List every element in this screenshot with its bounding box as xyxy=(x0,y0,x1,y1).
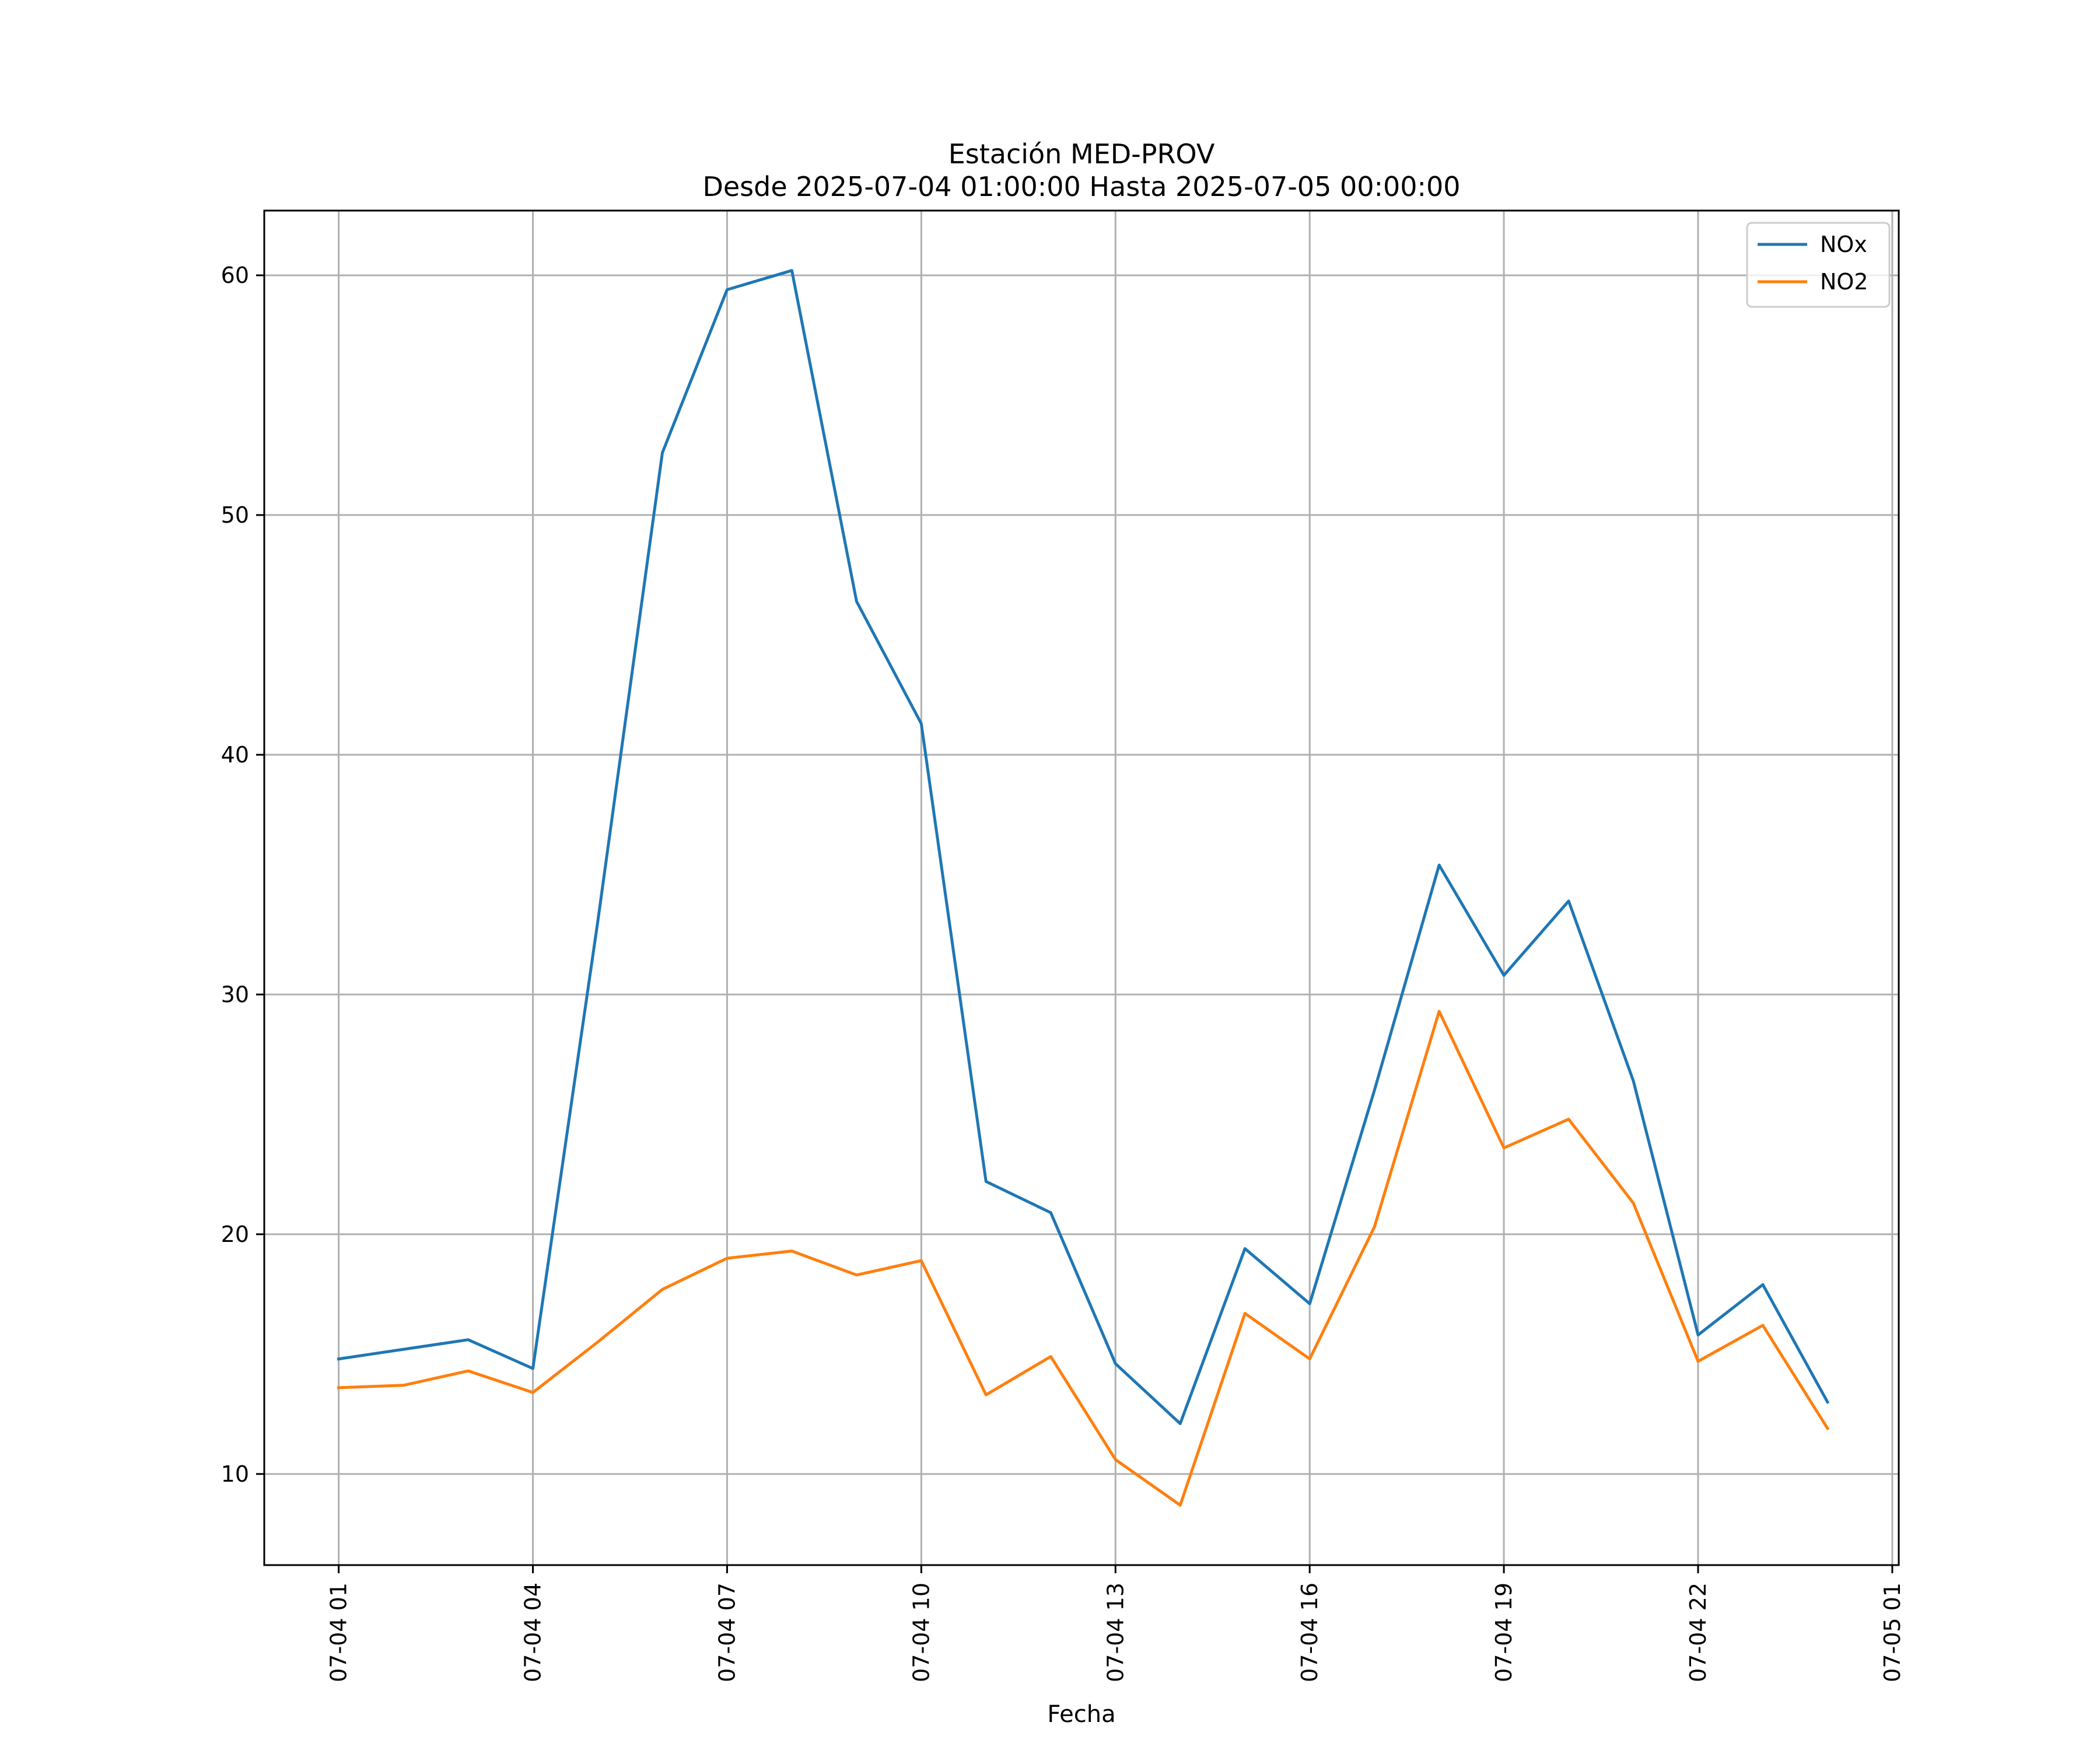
gridlines xyxy=(264,211,1899,1565)
series-line-no2 xyxy=(337,1010,1830,1507)
x-tick-label: 07-04 19 xyxy=(1491,1583,1517,1682)
legend: NOx NO2 xyxy=(1746,222,1891,308)
chart-subtitle: Desde 2025-07-04 01:00:00 Hasta 2025-07-… xyxy=(702,171,1460,202)
x-tick-label: 07-04 07 xyxy=(714,1583,740,1682)
x-tick-label: 07-04 22 xyxy=(1685,1583,1711,1682)
x-tick-label: 07-04 10 xyxy=(908,1583,934,1682)
legend-label-no2: NO2 xyxy=(1820,269,1868,295)
legend-label-nox: NOx xyxy=(1820,232,1867,257)
series-line-nox xyxy=(337,269,1830,1425)
y-tick-label: 30 xyxy=(221,982,249,1007)
y-tick-label: 60 xyxy=(221,262,249,288)
x-tick-label: 07-04 04 xyxy=(520,1583,546,1682)
axis-ticks: 07-04 01 07-04 04 07-04 07 07-04 10 07-04 13… xyxy=(221,262,1905,1682)
y-tick-label: 20 xyxy=(221,1222,249,1247)
x-tick-label: 07-05 01 xyxy=(1880,1583,1905,1682)
y-tick-label: 50 xyxy=(221,502,249,528)
y-tick-label: 40 xyxy=(221,742,249,768)
chart-title: Estación MED-PROV xyxy=(949,138,1215,170)
y-tick-label: 10 xyxy=(221,1461,249,1487)
x-axis-label: Fecha xyxy=(1047,1701,1115,1728)
x-tick-label: 07-04 13 xyxy=(1102,1583,1128,1682)
x-tick-label: 07-04 01 xyxy=(326,1583,352,1682)
x-tick-label: 07-04 16 xyxy=(1297,1583,1322,1682)
series-lines xyxy=(337,269,1830,1507)
plot-area-frame xyxy=(263,209,1900,1566)
